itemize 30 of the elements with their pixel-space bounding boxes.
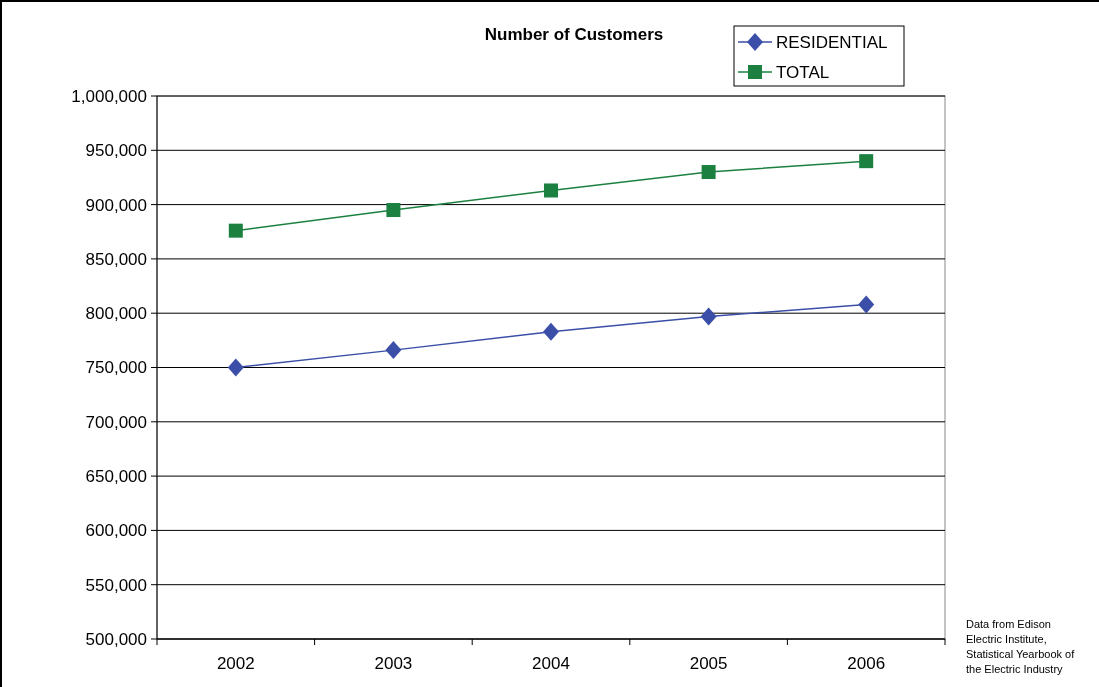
y-tick-label: 550,000 [85, 575, 147, 595]
legend-label: TOTAL [776, 62, 830, 82]
y-tick-label: 700,000 [85, 412, 147, 432]
x-tick-label: 2005 [689, 654, 728, 673]
y-tick-label: 500,000 [85, 629, 147, 649]
text: Data from Edison Electric Institute, Statistical Yearbook of the Electric Industry [966, 618, 1076, 675]
point [544, 183, 558, 198]
point [700, 307, 717, 326]
y-tick-label: 900,000 [85, 195, 147, 215]
chart-title: Number of Customers [484, 25, 664, 44]
y-tick-label: 850,000 [85, 249, 147, 269]
x-tick-label: 2004 [532, 654, 570, 673]
point [543, 322, 559, 341]
x-tick-label: 2002 [216, 654, 255, 673]
point [858, 295, 875, 314]
x-tick-label: 2003 [374, 654, 413, 673]
y-tick-label: 800,000 [85, 304, 147, 324]
point [228, 223, 243, 238]
x-tick-label: 2006 [847, 654, 886, 673]
y-tick-label: 750,000 [85, 358, 147, 378]
y-tick-label: 1,000,000 [71, 86, 147, 106]
point [386, 203, 401, 218]
y-tick-label: 650,000 [85, 467, 147, 487]
y-tick-label: 600,000 [85, 521, 147, 541]
point [859, 154, 874, 169]
point [701, 165, 716, 180]
legend-label: RESIDENTIAL [776, 32, 888, 52]
y-tick-label: 950,000 [85, 141, 147, 161]
point [227, 358, 244, 377]
point [385, 341, 402, 360]
